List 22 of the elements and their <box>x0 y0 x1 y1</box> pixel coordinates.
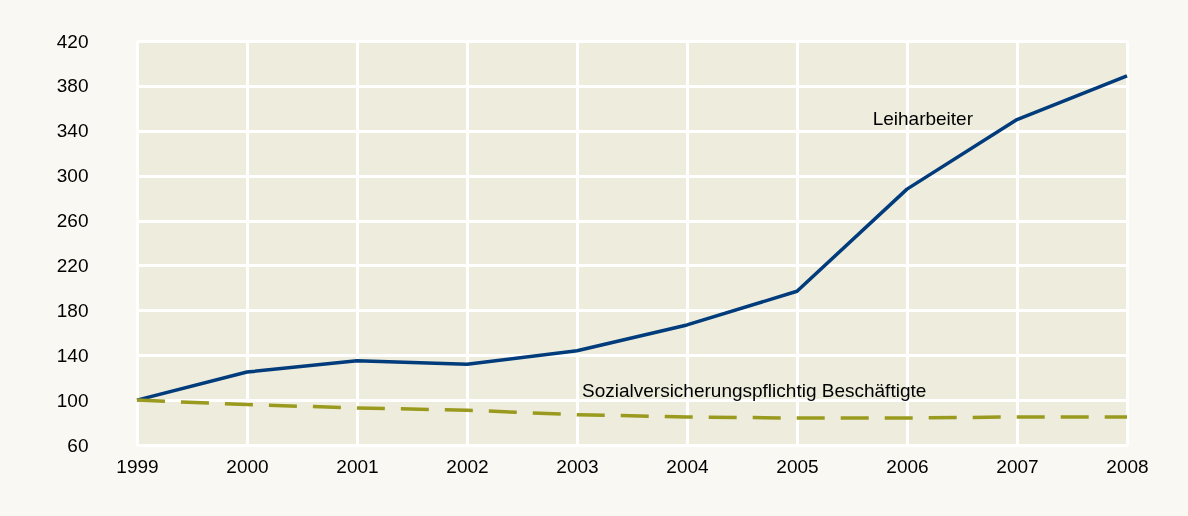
x-tick-label: 2002 <box>446 455 489 477</box>
y-tick-label: 180 <box>56 299 89 321</box>
y-tick-label: 60 <box>67 434 89 456</box>
y-tick-label: 220 <box>56 254 89 276</box>
x-tick-label: 2006 <box>886 455 929 477</box>
y-tick-label: 300 <box>56 165 89 187</box>
y-tick-label: 380 <box>56 75 89 97</box>
y-tick-label: 100 <box>56 389 89 411</box>
y-tick-label: 260 <box>56 210 89 232</box>
x-tick-label: 1999 <box>116 455 159 477</box>
y-tick-label: 420 <box>56 30 89 52</box>
series-label: Sozialversicherungspflichtig Beschäftigte <box>582 379 927 401</box>
x-tick-label: 2005 <box>776 455 819 477</box>
y-tick-label: 340 <box>56 120 89 142</box>
x-tick-label: 2000 <box>226 455 269 477</box>
x-tick-label: 2004 <box>666 455 710 477</box>
x-tick-label: 2001 <box>336 455 379 477</box>
series-label: Leiharbeiter <box>872 107 974 129</box>
x-tick-label: 2008 <box>1106 455 1149 477</box>
y-tick-label: 140 <box>56 344 89 366</box>
x-tick-label: 2003 <box>556 455 599 477</box>
x-tick-label: 2007 <box>996 455 1039 477</box>
